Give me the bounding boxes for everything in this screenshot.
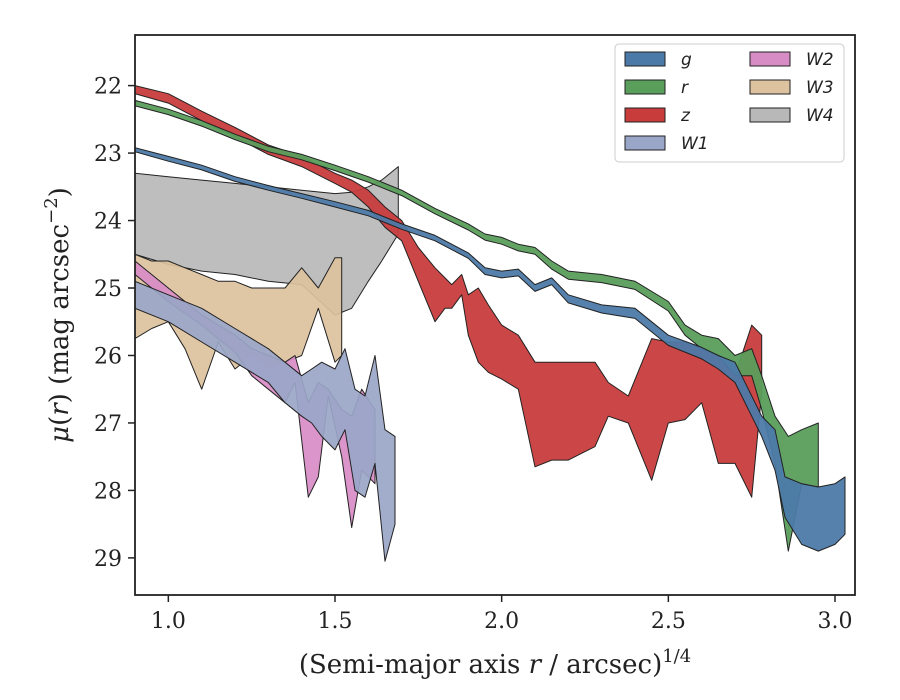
legend-swatch-r bbox=[624, 79, 666, 95]
legend-items: grz W1 W2 W3 W4 bbox=[624, 50, 834, 154]
band-g bbox=[135, 147, 846, 552]
y-tick-label: 22 bbox=[94, 75, 122, 100]
x-tick-label: 1.5 bbox=[318, 609, 353, 634]
legend-label-r: r bbox=[681, 78, 689, 98]
x-axis-label: (Semi-major axis r / arcsec)1/4 bbox=[299, 646, 691, 680]
legend-frame bbox=[614, 43, 845, 163]
legend-label-W3: W3 bbox=[806, 78, 834, 98]
y-axis-label-rest: (mag arcsec bbox=[45, 224, 75, 393]
legend-label-W2: W2 bbox=[806, 50, 834, 70]
y-tick-label: 29 bbox=[94, 547, 122, 572]
y-tick-label: 27 bbox=[94, 412, 122, 437]
x-tick-label: 2.0 bbox=[484, 609, 519, 634]
y-axis-label: μ(r) (mag arcsec−2) bbox=[41, 187, 75, 443]
x-axis-label-var: r bbox=[529, 650, 543, 680]
y-tick-label: 24 bbox=[94, 210, 122, 235]
legend-label-z: z bbox=[680, 106, 691, 126]
y-axis-label-sup: −2 bbox=[41, 197, 62, 224]
x-axis-label-prefix: (Semi-major axis bbox=[299, 650, 529, 680]
x-axis-label-sup: 1/4 bbox=[662, 646, 691, 667]
legend-label-W1: W1 bbox=[681, 134, 709, 154]
y-axis-label-open: ( bbox=[45, 416, 75, 426]
y-tick-label: 28 bbox=[94, 479, 122, 504]
legend-swatch-W4 bbox=[749, 107, 791, 123]
y-axis-label-close: ) bbox=[45, 393, 75, 403]
legend-swatch-W1 bbox=[624, 135, 666, 151]
y-tick-label: 26 bbox=[94, 344, 122, 369]
y-tick-label: 25 bbox=[94, 277, 122, 302]
legend-label-W4: W4 bbox=[806, 106, 834, 126]
legend: grz W1 W2 W3 W4 bbox=[614, 43, 845, 163]
y-axis-label-var: r bbox=[45, 402, 75, 416]
y-axis-label-end: ) bbox=[45, 187, 75, 197]
legend-swatch-W2 bbox=[749, 51, 791, 67]
legend-swatch-W3 bbox=[749, 79, 791, 95]
y-tick-label: 23 bbox=[94, 142, 122, 167]
tick-layer: 1.0 1.5 2.0 2.5 3.0 22 23 24 25 26 27 28 29 bbox=[94, 75, 853, 634]
y-axis-label-mu: μ bbox=[45, 426, 75, 443]
legend-swatch-z bbox=[624, 107, 666, 123]
plot-frame bbox=[134, 34, 856, 596]
band-W1 bbox=[135, 280, 396, 562]
legend-label-g: g bbox=[681, 50, 692, 70]
x-tick-label: 1.0 bbox=[151, 609, 186, 634]
x-tick-label: 2.5 bbox=[651, 609, 686, 634]
x-axis-label-suffix: / arcsec) bbox=[541, 650, 662, 680]
legend-swatch-g bbox=[624, 51, 666, 67]
x-tick-label: 3.0 bbox=[818, 609, 853, 634]
series-layer bbox=[135, 85, 846, 562]
